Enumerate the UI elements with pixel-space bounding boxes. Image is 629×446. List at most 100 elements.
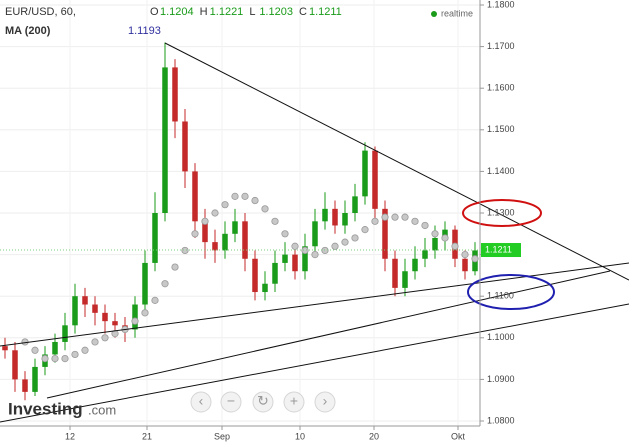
candle-body <box>112 321 118 326</box>
candle-body <box>442 229 448 238</box>
svg-text:›: › <box>323 393 328 409</box>
reset-button[interactable]: ↻ <box>252 391 274 413</box>
candle-body <box>252 258 258 293</box>
ma-point <box>331 242 339 250</box>
candle-body <box>302 246 308 272</box>
ma-point <box>201 217 209 225</box>
status: realtime <box>441 8 473 18</box>
candle-body <box>392 258 398 288</box>
y-tick-label: 1.0900 <box>487 374 515 384</box>
candle-body <box>82 296 88 305</box>
candle-body <box>372 150 378 209</box>
ma-point <box>291 242 299 250</box>
candle-body <box>62 325 68 342</box>
ma-point <box>251 196 259 205</box>
candle-body <box>152 213 158 263</box>
last-price-label: 1.1211 <box>485 244 512 254</box>
ma-point <box>361 226 369 234</box>
ma-point <box>311 251 319 259</box>
ma-point <box>351 234 359 242</box>
candle-body <box>352 196 358 213</box>
ma-point <box>131 317 139 325</box>
ohlc-value: 1.1221 <box>210 6 244 18</box>
x-tick-label: Sep <box>214 431 230 441</box>
ma-point <box>411 217 419 225</box>
scroll-right-button[interactable]: › <box>314 391 336 413</box>
trend-line <box>0 303 629 423</box>
x-tick-label: 20 <box>369 431 379 441</box>
ma-point <box>241 192 249 200</box>
ma-point <box>191 230 199 238</box>
candle-body <box>12 350 18 380</box>
y-tick-label: 1.1400 <box>487 166 515 176</box>
ohlc-label: C <box>299 6 307 18</box>
candle-body <box>32 366 38 392</box>
candle-body <box>92 304 98 313</box>
candle-body <box>192 171 198 222</box>
ma-point <box>371 217 379 225</box>
y-tick-label: 1.0800 <box>487 415 515 425</box>
zoom-in-button[interactable]: + <box>283 391 305 413</box>
ma-point <box>301 246 309 255</box>
svg-text:↻: ↻ <box>257 393 269 409</box>
ma-point <box>151 296 159 304</box>
candle-body <box>332 208 338 226</box>
ma-point <box>431 230 439 238</box>
candle-body <box>402 271 408 288</box>
ma-point <box>471 255 479 263</box>
svg-text:‹: ‹ <box>199 393 204 409</box>
axes: 1.08001.09001.10001.11001.12001.13001.14… <box>65 0 521 441</box>
y-tick-label: 1.1600 <box>487 83 515 93</box>
candle-body <box>172 67 178 122</box>
ma-point <box>281 230 289 238</box>
trend-line <box>164 42 629 281</box>
candle-body <box>272 262 278 284</box>
candle-body <box>132 304 138 330</box>
ma-point <box>171 263 179 271</box>
candle-body <box>322 208 328 222</box>
ohlc-label: L <box>249 6 255 18</box>
ma-point <box>101 334 109 342</box>
ma-point <box>391 213 399 221</box>
ma-point <box>141 309 149 317</box>
y-tick-label: 1.1100 <box>487 291 514 301</box>
brand-suffix: .com <box>88 402 116 417</box>
plot-area <box>0 42 480 401</box>
grid <box>0 0 480 426</box>
candle-body <box>202 221 208 243</box>
y-tick-label: 1.1700 <box>487 41 515 51</box>
ma-point <box>341 238 349 246</box>
ma-point <box>31 346 39 354</box>
zoom-out-button[interactable]: − <box>220 391 242 413</box>
ma-point <box>71 350 79 359</box>
status-dot <box>431 11 437 17</box>
candle-body <box>242 221 248 259</box>
ohlc-label: O <box>150 6 159 18</box>
candle-body <box>72 296 78 326</box>
highlight-ellipse <box>462 199 542 227</box>
brand-name: Investing <box>8 399 83 418</box>
ohlc-value: 1.1204 <box>160 6 194 18</box>
svg-text:−: − <box>227 393 235 409</box>
y-tick-label: 1.1000 <box>487 332 515 342</box>
candle-body <box>2 346 8 351</box>
scroll-left-button[interactable]: ‹ <box>190 391 212 413</box>
ma-point <box>421 221 429 230</box>
candle-body <box>182 121 188 172</box>
ma-point <box>211 209 219 217</box>
drawings <box>0 42 629 423</box>
y-tick-label: 1.1800 <box>487 0 515 9</box>
x-tick-label: Okt <box>451 431 466 441</box>
trend-line <box>0 262 629 347</box>
x-tick-label: 12 <box>65 431 75 441</box>
ma-point <box>441 234 449 242</box>
ma-point <box>451 242 459 250</box>
candle-body <box>412 258 418 272</box>
x-tick-label: 21 <box>142 431 152 441</box>
last-price-box <box>481 243 521 258</box>
candle-body <box>362 150 368 197</box>
candle-body <box>102 312 108 322</box>
ma-point <box>221 201 229 209</box>
ma-point <box>61 354 69 363</box>
